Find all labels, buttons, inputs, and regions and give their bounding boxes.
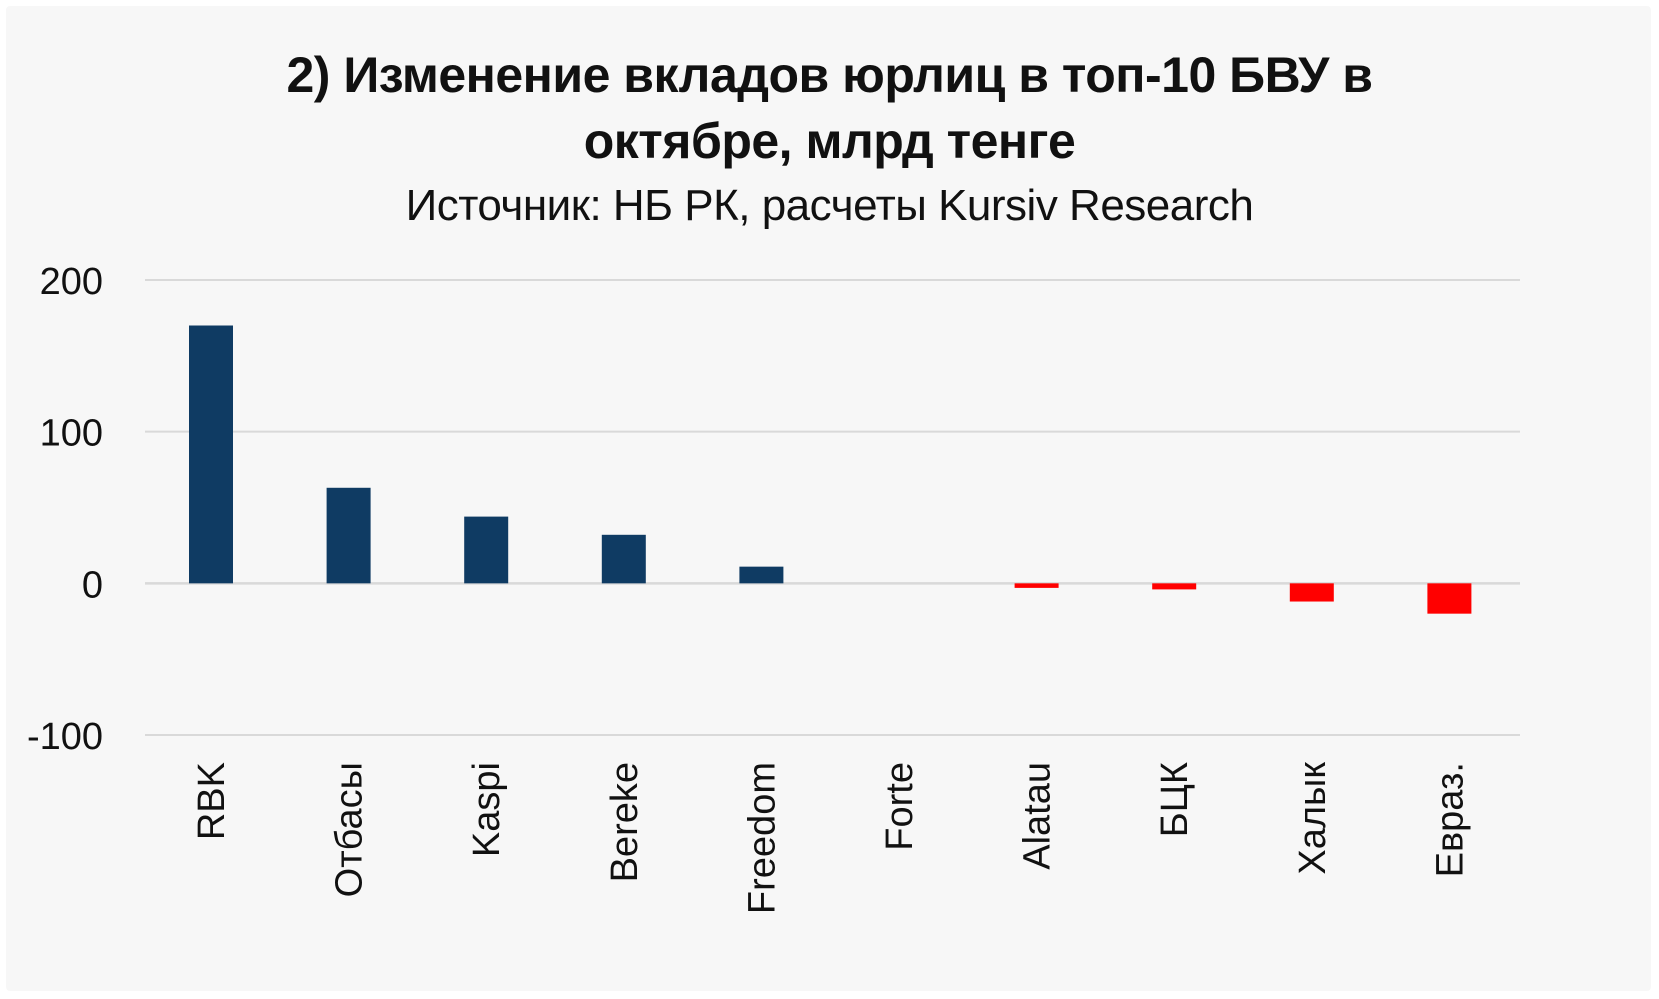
y-tick-label: 200: [40, 261, 103, 303]
bar-Отбасы: [326, 487, 371, 584]
x-tick-label: Евраз.: [1429, 762, 1471, 877]
y-axis-ticks: 200 100 0 -100: [27, 261, 103, 758]
y-tick-label: 100: [40, 413, 103, 455]
chart-background: [6, 6, 1651, 991]
x-tick-label: RBK: [191, 762, 233, 840]
chart-title: 2) Изменение вкладов юрлиц в топ-10 БВУ …: [286, 47, 1373, 169]
bar-Bereke: [601, 534, 646, 584]
chart-subtitle: Источник: НБ РК, расчеты Kursiv Research: [405, 181, 1254, 230]
x-tick-label: Freedom: [741, 762, 783, 914]
bar-RBK: [189, 325, 233, 584]
bars: [189, 325, 1472, 614]
y-tick-label: -100: [27, 716, 103, 758]
bar-Alatau: [1014, 583, 1059, 588]
x-tick-label: Forte: [879, 762, 921, 851]
bar-Халык: [1289, 583, 1334, 602]
x-tick-label: Халык: [1292, 762, 1334, 875]
bar-БЦК: [1152, 583, 1197, 590]
x-axis-labels: RBK Отбасы Kaspi Bereke Freedom Forte Alatau БЦ…: [191, 762, 1471, 914]
y-tick-label: 0: [82, 564, 103, 606]
x-tick-label: Отбасы: [329, 762, 371, 897]
bar-Freedom: [739, 566, 784, 584]
bar-Kaspi: [464, 516, 509, 584]
x-tick-label: БЦК: [1154, 762, 1196, 837]
x-tick-label: Kaspi: [466, 762, 508, 857]
x-tick-label: Bereke: [604, 762, 646, 882]
x-tick-label: Alatau: [1017, 762, 1059, 870]
bar-Евраз.: [1427, 583, 1472, 614]
